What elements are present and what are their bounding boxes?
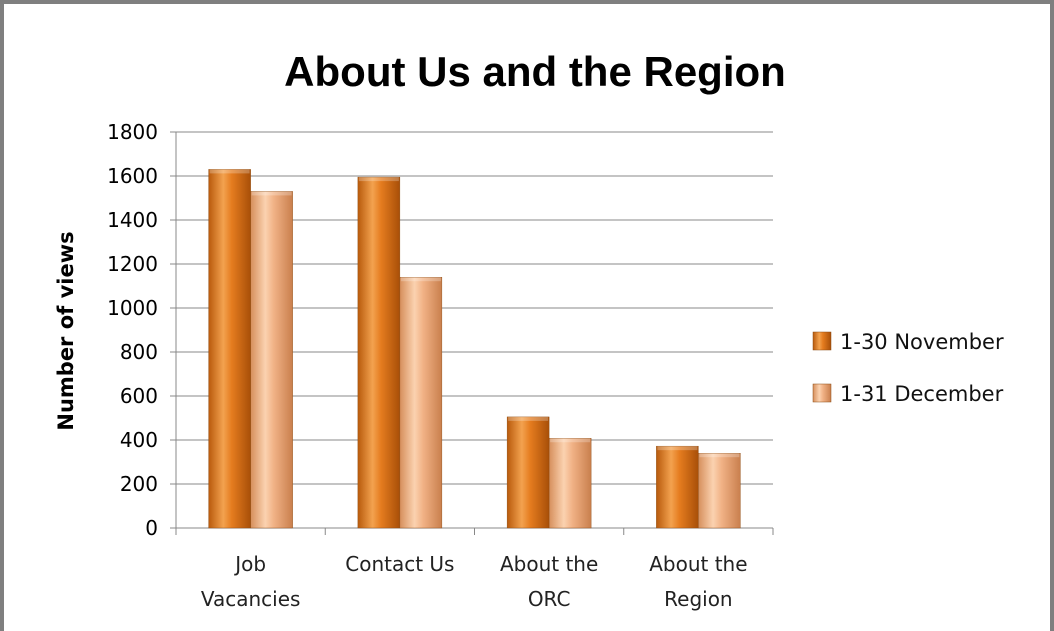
chart-title: About Us and the Region [284,48,786,95]
bar-november [656,445,699,529]
y-tick-label: 400 [120,428,158,452]
legend-label: 1-31 December [840,382,1004,406]
x-category-label: ORC [528,587,571,611]
y-tick-label: 200 [120,472,158,496]
y-tick-labels: 0 200 400 600 800 1000 1200 1400 1600 1800 [107,120,158,540]
legend: 1-30 November 1-31 December [812,330,1004,406]
x-category-labels: Job Vacancies Contact Us About the ORC About … [201,552,748,611]
bar-highlight [358,177,399,182]
bar-highlight [699,453,740,458]
bar-highlight [508,416,549,421]
legend-label: 1-30 November [840,330,1004,354]
y-tick-label: 0 [145,516,158,540]
bar-december [399,277,443,529]
bar-november [506,416,550,529]
legend-swatch-december [812,383,832,403]
bar-highlight [400,277,441,282]
bar-highlight [657,446,698,451]
y-tick-label: 1400 [107,208,158,232]
x-category-label: About the [649,552,747,576]
y-tick-label: 600 [120,384,158,408]
y-tick-label: 1600 [107,164,158,188]
y-tick-label: 1000 [107,296,158,320]
bars [208,169,741,529]
x-category-label: Vacancies [201,587,301,611]
bar-highlight [209,169,250,174]
y-tick-label: 1800 [107,120,158,144]
y-tick-label: 800 [120,340,158,364]
bar-december [250,191,293,529]
x-category-label: Contact Us [345,552,454,576]
x-category-label: Job [233,552,266,576]
bar-highlight [550,438,591,443]
x-category-label: About the [500,552,598,576]
bar-november [208,169,251,529]
bar-november [357,176,401,529]
y-axis-label: Number of views [54,231,78,430]
bar-december [698,453,741,529]
legend-swatch-november [812,331,832,351]
y-tick-label: 1200 [107,252,158,276]
bar-december [548,438,592,529]
x-category-label: Region [664,587,732,611]
bar-highlight [251,191,292,196]
